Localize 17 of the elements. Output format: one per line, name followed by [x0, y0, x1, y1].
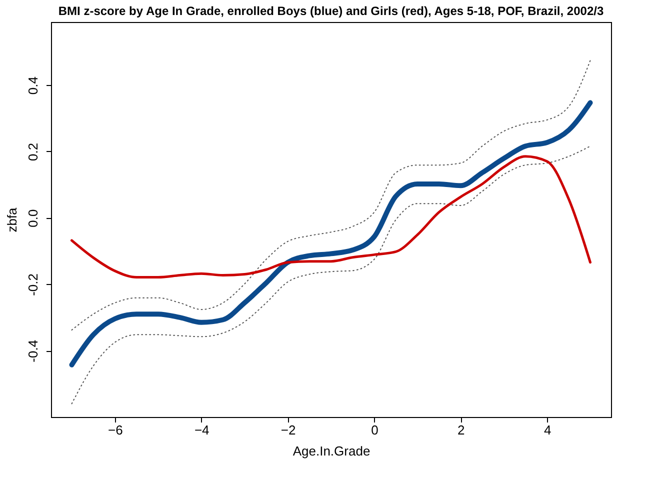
line-series — [70, 155, 592, 279]
y-tick-label: -0.2 — [26, 274, 40, 296]
x-tick-label: −4 — [194, 422, 210, 438]
line-series — [71, 60, 591, 331]
x-tick-label: 4 — [544, 422, 552, 438]
x-axis-title: Age.In.Grade — [292, 444, 370, 458]
x-tick-label: −6 — [108, 422, 123, 438]
y-tick-label: 0.2 — [26, 142, 40, 161]
chart-title: BMI z-score by Age In Grade, enrolled Boys (blue) and Girls (red), Ages 5-18, POF, Brazil, 2002/3 — [58, 4, 604, 18]
y-tick-label: 0.4 — [26, 76, 40, 95]
y-axis-title: zbfa — [4, 206, 20, 232]
y-tick-label: -0.4 — [26, 340, 40, 362]
x-tick-label: −2 — [280, 422, 296, 438]
x-tick-label: 2 — [458, 422, 465, 438]
y-tick-label: 0.0 — [26, 209, 40, 228]
line-series — [71, 146, 591, 404]
x-tick-label: 0 — [371, 422, 378, 438]
